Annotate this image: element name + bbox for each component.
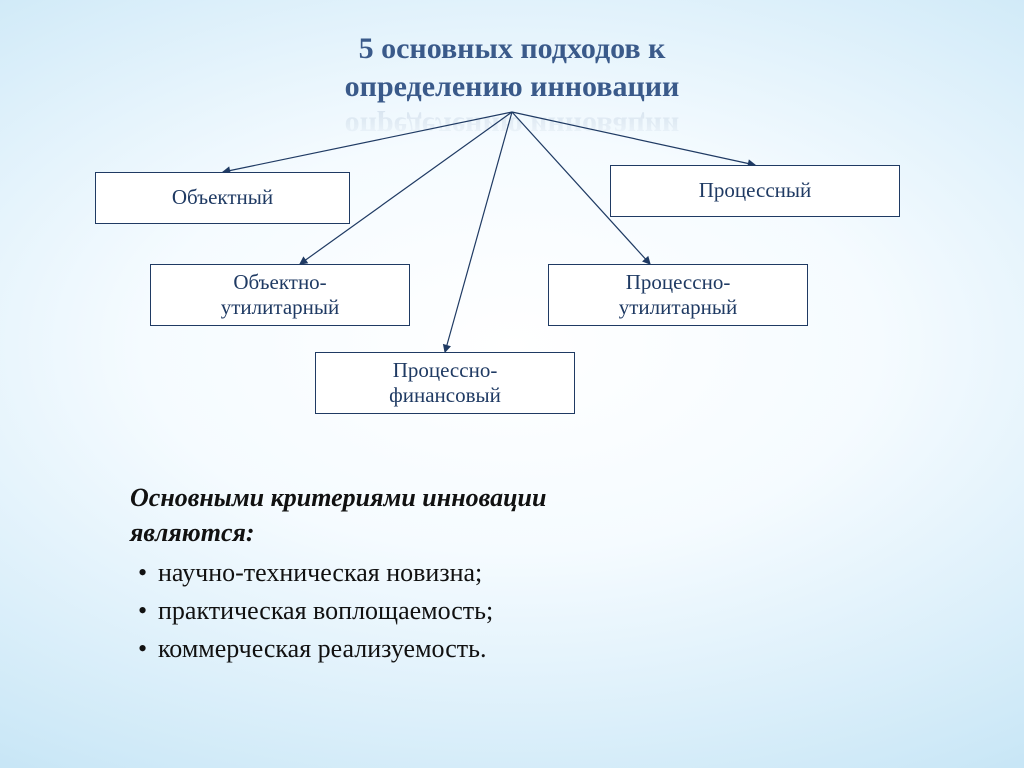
criteria-item: коммерческая реализуемость. xyxy=(130,630,546,668)
diagram-box-b1: Объектный xyxy=(95,172,350,224)
diagram-box-b3: Объектно-утилитарный xyxy=(150,264,410,326)
title-reflection-line-2: определению инновации xyxy=(0,108,1024,146)
slide-title-reflection: определению инновации xyxy=(0,108,1024,146)
criteria-heading-line-2: являются: xyxy=(130,515,546,550)
criteria-item: практическая воплощаемость; xyxy=(130,592,546,630)
diagram-box-b2: Процессный xyxy=(610,165,900,217)
diagram-box-label: финансовый xyxy=(389,383,501,408)
diagram-box-label: Объектно- xyxy=(233,270,326,295)
criteria-list: научно-техническая новизна;практическая … xyxy=(130,554,546,667)
diagram-box-label: Объектный xyxy=(172,185,273,210)
criteria-item: научно-техническая новизна; xyxy=(130,554,546,592)
title-line-2: определению инновации xyxy=(0,68,1024,106)
criteria-heading: Основными критериями инновации являются: xyxy=(130,480,546,550)
diagram-box-b4: Процессно-утилитарный xyxy=(548,264,808,326)
arrow-line xyxy=(445,112,512,352)
slide-content: 5 основных подходов к определению иннова… xyxy=(0,0,1024,768)
criteria-heading-line-1: Основными критериями инновации xyxy=(130,480,546,515)
slide-title: 5 основных подходов к определению иннова… xyxy=(0,30,1024,105)
diagram-box-label: Процессно- xyxy=(626,270,731,295)
diagram-box-label: утилитарный xyxy=(221,295,339,320)
diagram-box-label: Процессный xyxy=(699,178,811,203)
diagram-box-b5: Процессно-финансовый xyxy=(315,352,575,414)
title-line-1: 5 основных подходов к xyxy=(0,30,1024,68)
diagram-box-label: утилитарный xyxy=(619,295,737,320)
diagram-box-label: Процессно- xyxy=(393,358,498,383)
criteria-block: Основными критериями инновации являются:… xyxy=(130,480,546,667)
